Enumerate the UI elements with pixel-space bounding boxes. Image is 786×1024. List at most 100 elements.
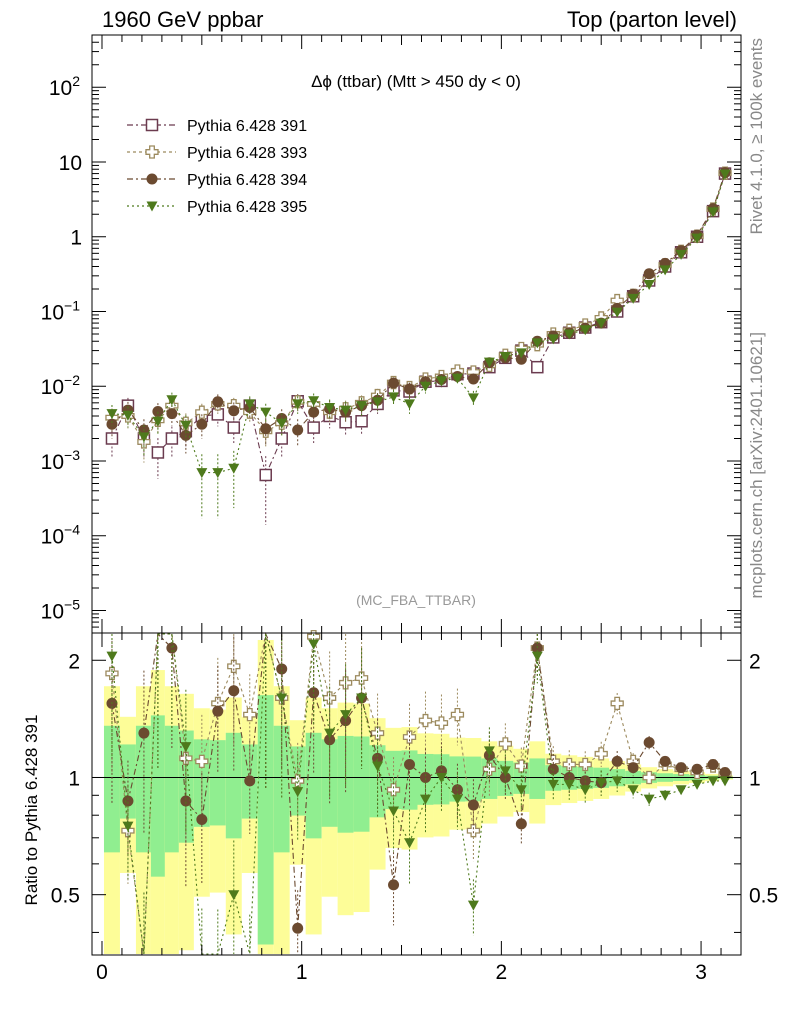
ratio-point [228, 890, 240, 901]
data-point [165, 432, 179, 445]
series-3 [106, 169, 731, 519]
ratio-point [675, 762, 687, 774]
ratio-point [324, 728, 336, 739]
data-point [515, 353, 527, 365]
legend-marker [146, 173, 158, 185]
ratio-y-tick-label-right: 0.5 [749, 885, 778, 908]
ratio-point [531, 651, 543, 662]
band-1sigma [305, 732, 322, 839]
data-point [122, 410, 134, 421]
data-point [166, 408, 178, 420]
ratio-point [499, 766, 511, 777]
ratio-point [138, 727, 150, 739]
data-point [404, 383, 416, 395]
ratio-point [292, 922, 304, 934]
main-axes: 10−5 10−4 10−3 10−2 10−1 1 10 102 [41, 34, 742, 633]
ratio-point [547, 779, 559, 790]
data-point [388, 377, 400, 389]
ratio-point [418, 713, 433, 728]
y-tick-label: 10−1 [41, 297, 81, 324]
ratio-point [627, 762, 639, 774]
data-point [196, 418, 208, 430]
ratio-point [611, 776, 623, 787]
ratio-point [643, 736, 655, 748]
ratio-series-2 [106, 633, 731, 955]
legend-marker [146, 201, 158, 212]
ratio-point [610, 696, 624, 711]
legend-label: Pythia 6.428 391 [187, 118, 307, 135]
legend-label: Pythia 6.428 394 [187, 172, 307, 189]
ratio-frame [91, 632, 742, 956]
data-point [308, 406, 320, 418]
band-1sigma [164, 725, 179, 853]
y-tick-label: 10−5 [41, 596, 81, 623]
data-point [151, 446, 165, 459]
rivet-label: Rivet 4.1.0, ≥ 100k events [747, 38, 766, 234]
ratio-point [707, 758, 719, 770]
data-point [308, 396, 320, 407]
series-line [111, 173, 726, 474]
ratio-line [111, 631, 726, 929]
ratio-point [483, 746, 495, 757]
data-point [707, 207, 719, 218]
data-point [106, 418, 118, 430]
ratio-point [434, 716, 449, 730]
data-point [152, 416, 164, 427]
legend-entry: Pythia 6.428 393 [127, 145, 307, 162]
data-point [531, 338, 543, 349]
main-panel: 10−5 10−4 10−3 10−2 10−1 1 10 102 Δϕ (ttbar) (M… [41, 34, 742, 634]
ratio-point [106, 651, 118, 662]
ratio-point [308, 687, 320, 699]
ratio-point [691, 763, 703, 775]
legend-marker [145, 118, 159, 132]
ratio-point [419, 794, 431, 805]
ratio-point [122, 821, 134, 832]
ratio-point [435, 772, 447, 783]
ratio-point [404, 838, 416, 849]
legend-entry: Pythia 6.428 391 [127, 118, 307, 135]
ratio-point [340, 710, 352, 721]
data-point [643, 268, 655, 280]
data-point [227, 421, 241, 434]
ratio-point [166, 642, 178, 654]
x-tick-label: 1 [296, 961, 308, 984]
ratio-point [719, 766, 731, 778]
ratio-point [122, 795, 134, 807]
ratio-line [111, 633, 726, 955]
data-point [106, 409, 118, 420]
data-point [643, 279, 655, 290]
legend-marker [145, 145, 159, 159]
data-point [659, 265, 671, 276]
data-point [547, 334, 559, 345]
data-point [467, 373, 479, 385]
x-tick-label: 3 [695, 961, 707, 984]
ratio-point [386, 783, 401, 797]
data-point [404, 399, 416, 410]
ratio-point [372, 761, 384, 772]
band-1sigma [150, 715, 165, 877]
ratio-point [467, 900, 479, 911]
ratio-point [212, 705, 224, 717]
ratio-point [659, 790, 671, 801]
ratio-point [180, 742, 192, 753]
ratio-point [691, 779, 703, 790]
data-point [419, 381, 431, 392]
ratio-point [579, 785, 591, 796]
ratio-point [594, 747, 608, 761]
ratio-axes: 0 1 2 3 0.5 0.5 1 1 2 2 [51, 633, 778, 984]
ratio-point [563, 779, 575, 790]
data-point [595, 318, 607, 329]
ratio-point [627, 785, 639, 796]
data-point [691, 233, 703, 244]
data-point [563, 329, 575, 340]
header-right: Top (parton level) [567, 7, 737, 32]
series-line [111, 173, 726, 477]
data-point [307, 421, 320, 434]
data-point [292, 399, 304, 410]
ratio-y-tick-label: 1 [68, 767, 80, 790]
data-point [719, 169, 731, 180]
data-point [467, 393, 479, 404]
ratio-point [180, 795, 192, 807]
plot-title: Δϕ (ttbar) (Mtt > 450 dy < 0) [311, 72, 521, 91]
legend: Pythia 6.428 391 Pythia 6.428 393 Pythia 6… [127, 118, 307, 216]
